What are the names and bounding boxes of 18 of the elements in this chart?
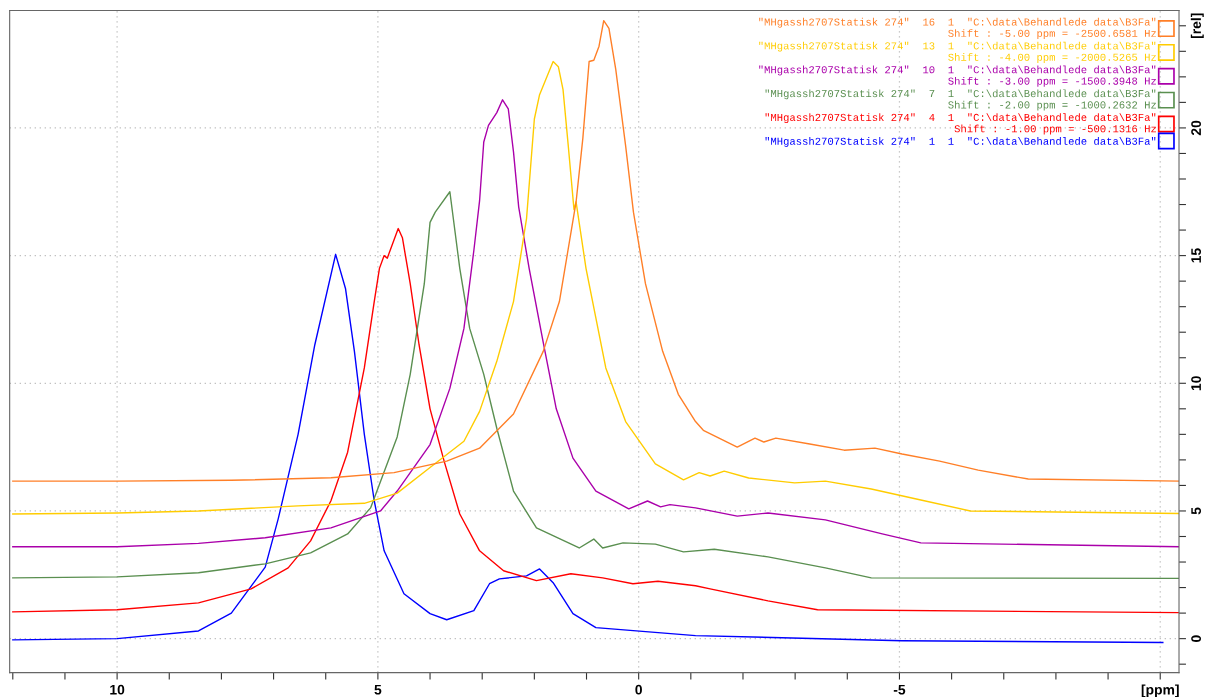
- x-tick-label: -5: [893, 684, 906, 695]
- y-tick-label: 0: [1191, 635, 1202, 642]
- x-tick-label: 0: [635, 684, 642, 695]
- x-tick-label: 10: [110, 684, 125, 695]
- y-tick-label: 20: [1191, 120, 1202, 136]
- legend-label: "MHgassh2707Statisk 274" 4 1 "C:\data\Behandlede data\B3Fa" Shift : -1.00 ppm = -500.1316 Hz: [765, 113, 1156, 135]
- line-series: [12, 191, 1180, 580]
- x-tick-label: 5: [374, 684, 382, 695]
- legend-label: "MHgassh2707Statisk 274" 10 1 "C:\data\Behandlede data\B3Fa" Shift : -3.00 ppm = -1500.3948 Hz: [759, 65, 1156, 87]
- legend-label: "MHgassh2707Statisk 274" 7 1 "C:\data\Behandlede data\B3Fa" Shift : -2.00 ppm = -1000.2632 Hz: [765, 89, 1156, 111]
- y-tick-label: 5: [1191, 507, 1202, 515]
- legend-label: "MHgassh2707Statisk 274" 16 1 "C:\data\Behandlede data\B3Fa" Shift : -5.00 ppm = -2500.6581 Hz: [759, 17, 1156, 40]
- legend-label: "MHgassh2707Statisk 274" 13 1 "C:\data\Behandlede data\B3Fa" Shift : -4.00 ppm = -2000.5265 Hz: [759, 41, 1156, 63]
- y-tick-label: [rel]: [1190, 13, 1204, 39]
- y-tick-label: 15: [1191, 248, 1202, 263]
- legend-label: "MHgassh2707Statisk 274" 1 1 "C:\data\Behandlede data\B3Fa": [765, 137, 1156, 147]
- y-tick-label: 10: [1191, 376, 1202, 391]
- x-tick-label: [ppm]: [1141, 684, 1179, 697]
